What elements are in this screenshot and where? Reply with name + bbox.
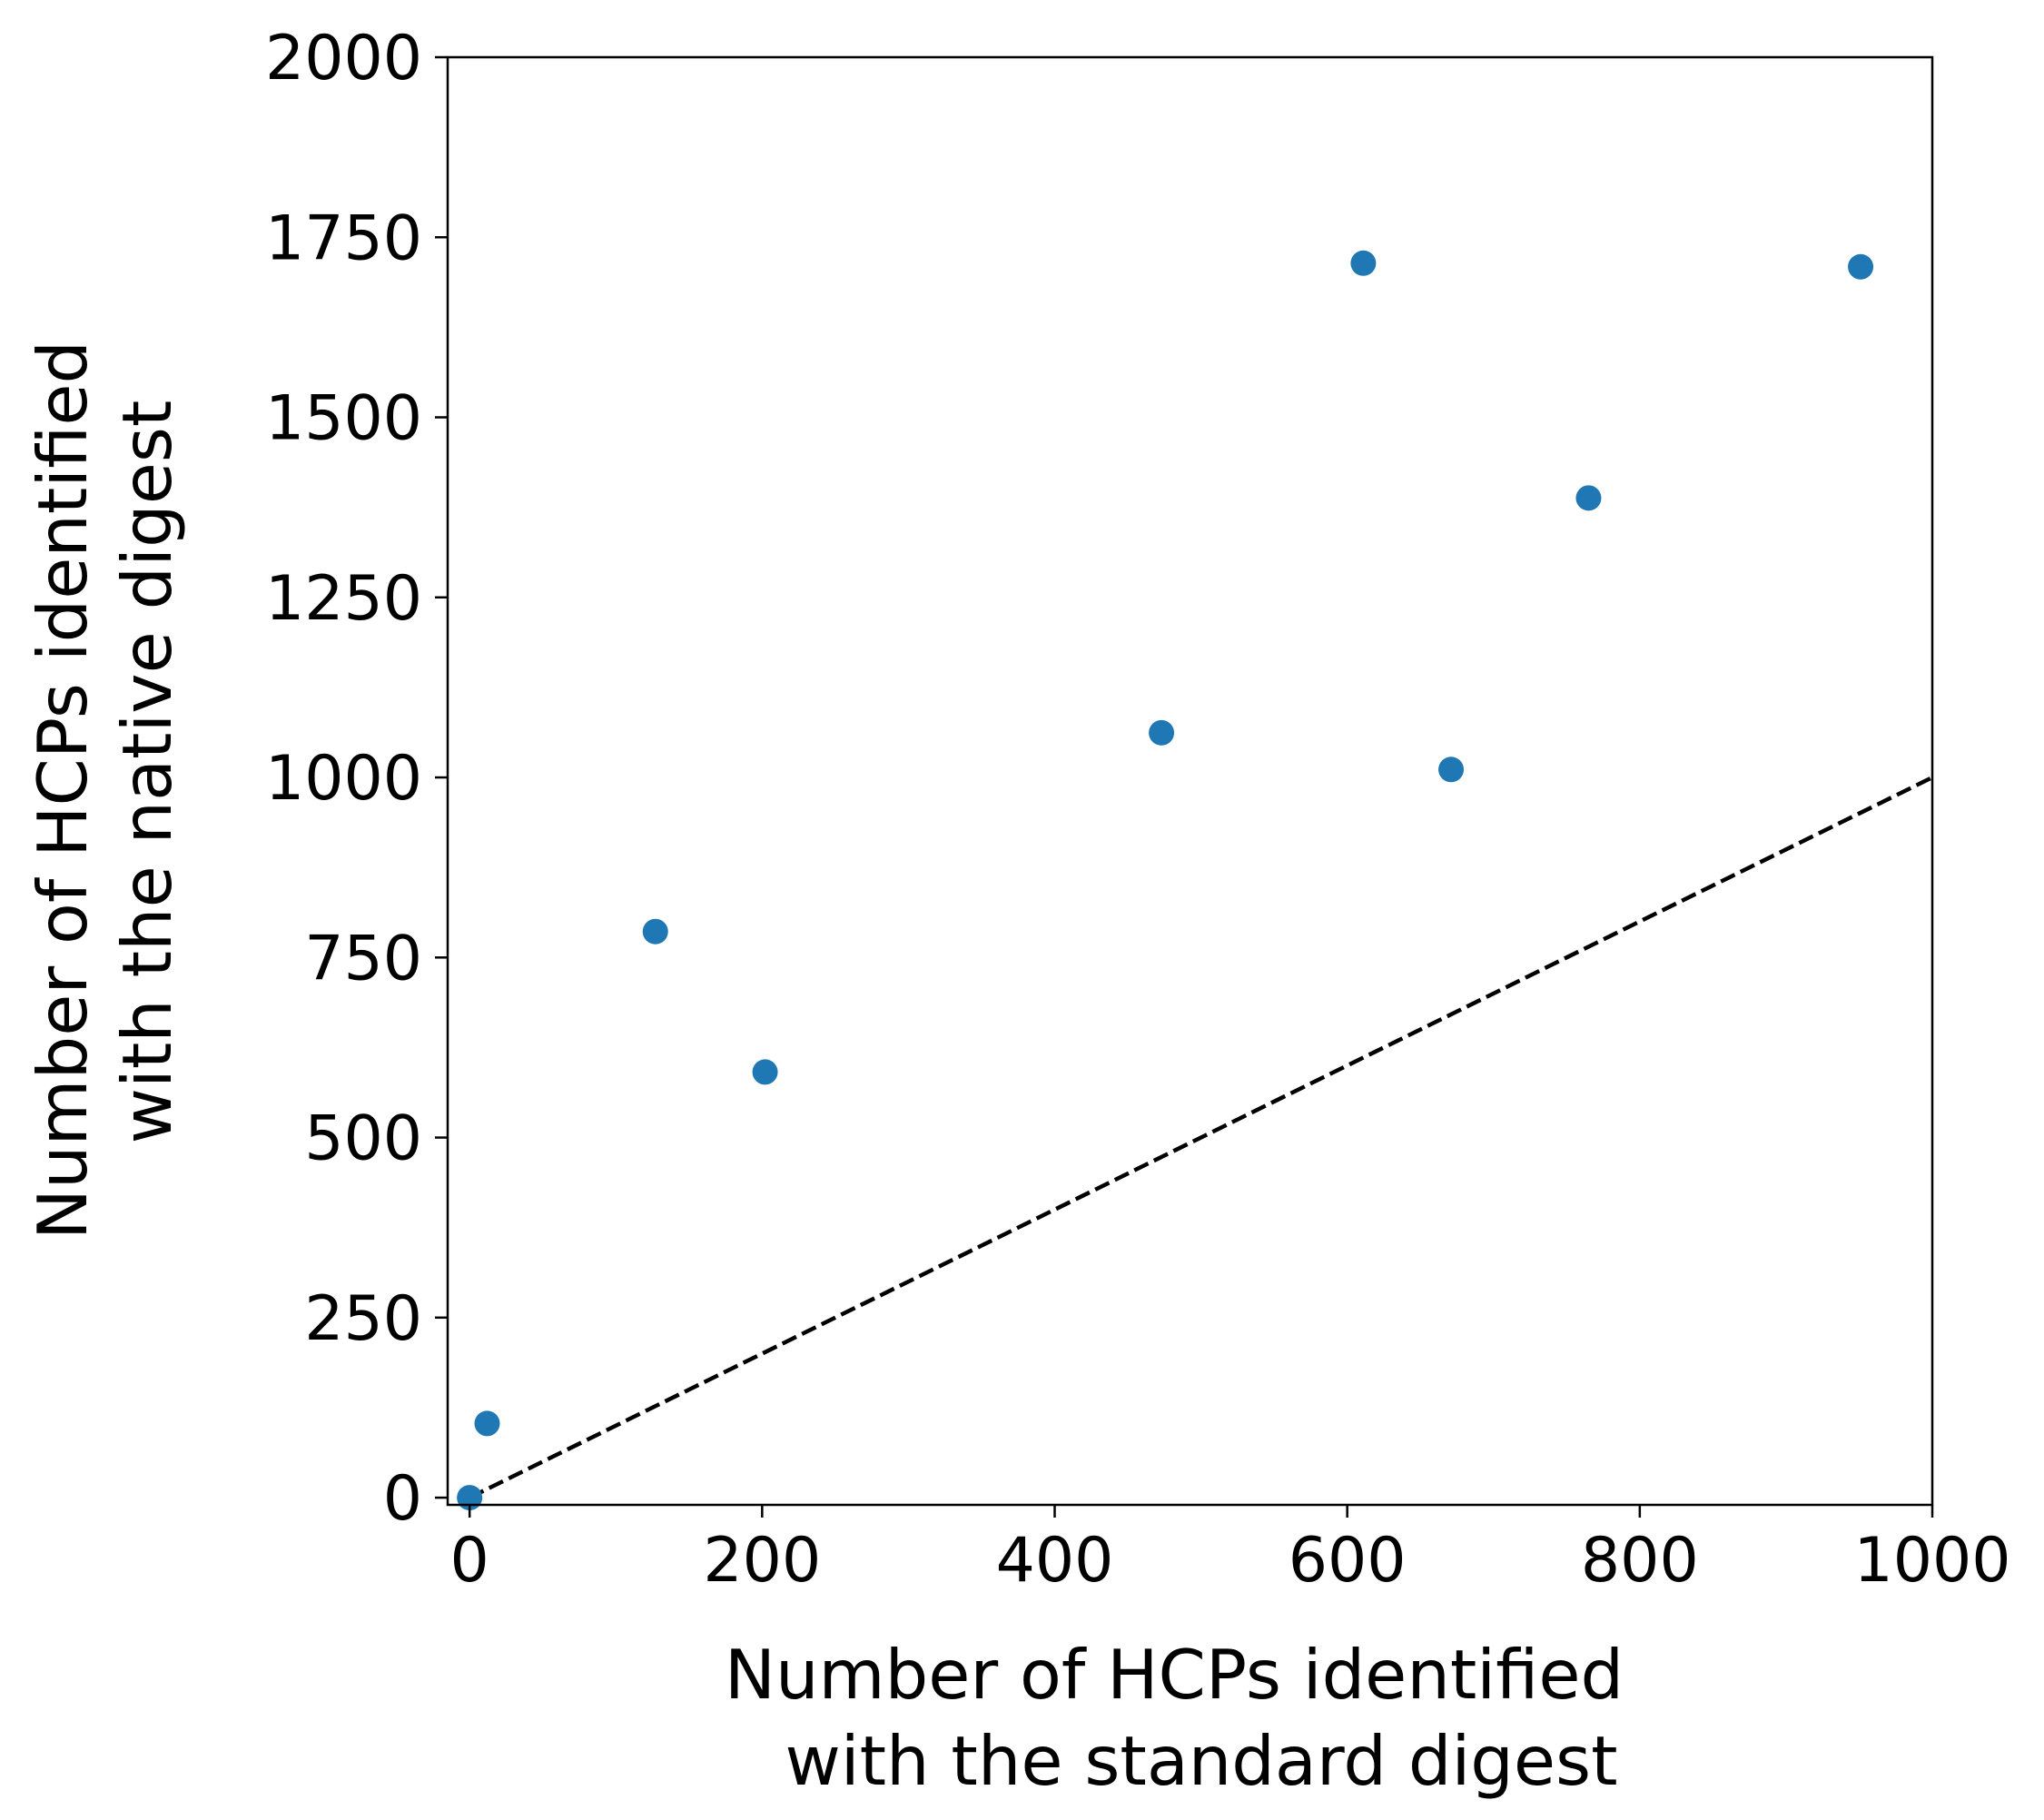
x-axis-label-line-2: with the standard digest	[785, 1721, 1617, 1801]
y-tick-label: 1500	[265, 383, 422, 455]
data-point	[474, 1410, 500, 1437]
x-tick-label: 600	[1289, 1525, 1407, 1597]
y-tick-label: 500	[304, 1103, 422, 1175]
y-tick-label: 1250	[265, 563, 422, 635]
data-point	[1149, 719, 1175, 746]
y-tick-label: 1750	[265, 203, 422, 274]
data-point	[1438, 757, 1465, 783]
y-tick-label: 0	[383, 1463, 422, 1535]
data-point	[642, 918, 668, 945]
data-point	[1848, 253, 1874, 280]
x-tick-label: 800	[1581, 1525, 1699, 1597]
plot-frame	[446, 55, 1934, 1507]
x-tick-label: 400	[996, 1525, 1114, 1597]
reference-line-layer	[469, 776, 1933, 1500]
reference-line	[469, 776, 1933, 1500]
y-axis-label-line-1: Number of HCPs identified	[23, 341, 103, 1240]
y-axis-label-line-2: with the native digest	[107, 401, 187, 1144]
y-tick-label: 1000	[265, 743, 422, 815]
y-tick-label: 2000	[265, 23, 422, 94]
data-point	[752, 1059, 778, 1085]
x-tick-label: 0	[450, 1525, 489, 1597]
data-point	[1575, 485, 1602, 511]
x-tick-label: 1000	[1853, 1525, 2010, 1597]
y-tick-label: 250	[304, 1283, 422, 1355]
x-tick-label: 200	[703, 1525, 821, 1597]
data-point	[1350, 250, 1377, 276]
y-tick-label: 750	[304, 923, 422, 994]
y-axis: 0 250 500 750 1000 1250 1500 1750 2000	[265, 23, 448, 1535]
x-axis-label-line-1: Number of HCPs identified	[725, 1635, 1624, 1715]
x-axis: 0 200 400 600 800 1000	[450, 1505, 2011, 1597]
